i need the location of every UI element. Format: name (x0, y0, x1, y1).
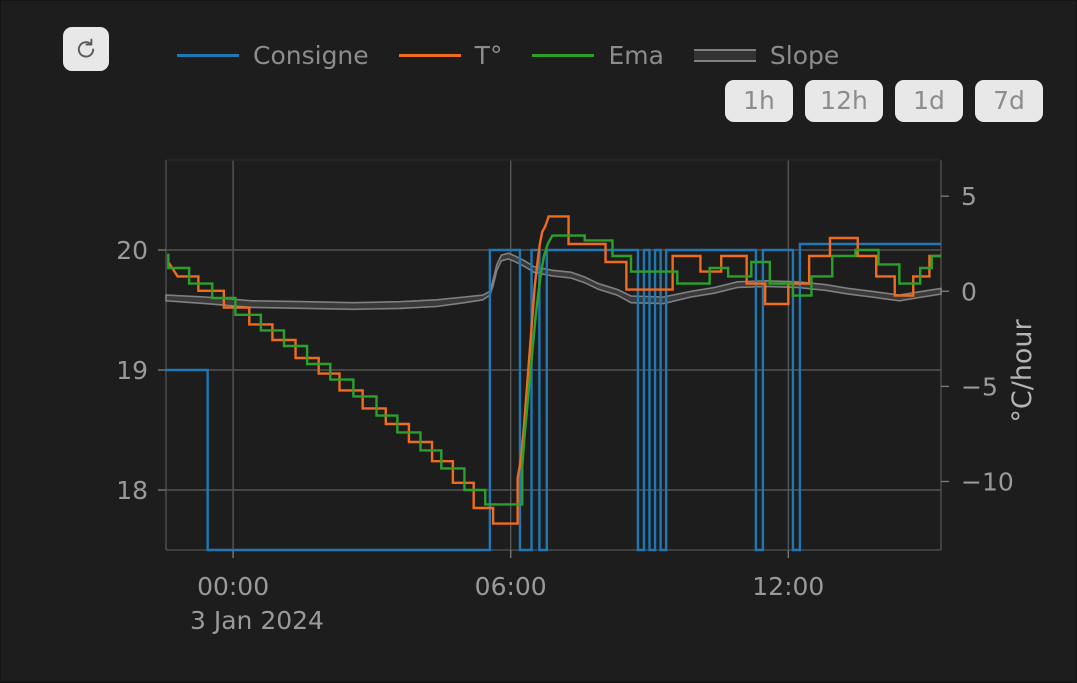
legend-item-slope[interactable]: Slope (693, 40, 840, 70)
refresh-icon (74, 37, 98, 61)
time-range-button-group: 1h 12h 1d 7d (725, 80, 1043, 122)
y-axis-right-tick-label: −10 (961, 468, 1014, 497)
legend-swatch-band-icon (693, 48, 756, 62)
y-axis-right-title: °C/hour (1007, 318, 1038, 422)
legend-item-label: Ema (608, 40, 664, 70)
legend-item-ema[interactable]: Ema (532, 40, 664, 70)
y-axis-right-tick-label: 0 (961, 277, 977, 306)
y-axis-left-tick-label: 18 (116, 476, 148, 505)
legend-item-t[interactable]: T° (398, 40, 503, 70)
y-axis-left-tick-label: 19 (116, 356, 148, 385)
y-axis-right-tick-label: 5 (961, 182, 977, 211)
legend-item-label: Slope (769, 40, 840, 70)
series-ema (167, 234, 941, 506)
range-button-1d[interactable]: 1d (895, 80, 963, 122)
range-button-1h[interactable]: 1h (725, 80, 793, 122)
refresh-button[interactable] (63, 27, 109, 71)
x-axis-tick-label: 00:00 (197, 572, 269, 601)
series-slope-band (165, 252, 942, 311)
legend-item-consigne[interactable]: Consigne (177, 43, 369, 68)
chart-legend: Consigne T° Ema Slope (177, 39, 869, 71)
y-axis-left-tick-label: 20 (116, 236, 148, 265)
series-t (167, 215, 941, 525)
legend-swatch-line-icon (532, 53, 595, 57)
legend-item-label: T° (474, 40, 503, 70)
legend-item-label: Consigne (253, 40, 369, 70)
x-axis-tick-label: 06:00 (475, 572, 547, 601)
x-axis-tick-label: 12:00 (752, 572, 824, 601)
legend-swatch-line-icon (398, 53, 461, 57)
y-axis-right-tick-label: −5 (961, 372, 998, 401)
series-consigne (166, 242, 941, 552)
x-axis-date-label: 3 Jan 2024 (190, 606, 324, 635)
range-button-12h[interactable]: 12h (805, 80, 883, 122)
range-button-7d[interactable]: 7d (975, 80, 1043, 122)
legend-swatch-line-icon (177, 53, 239, 57)
